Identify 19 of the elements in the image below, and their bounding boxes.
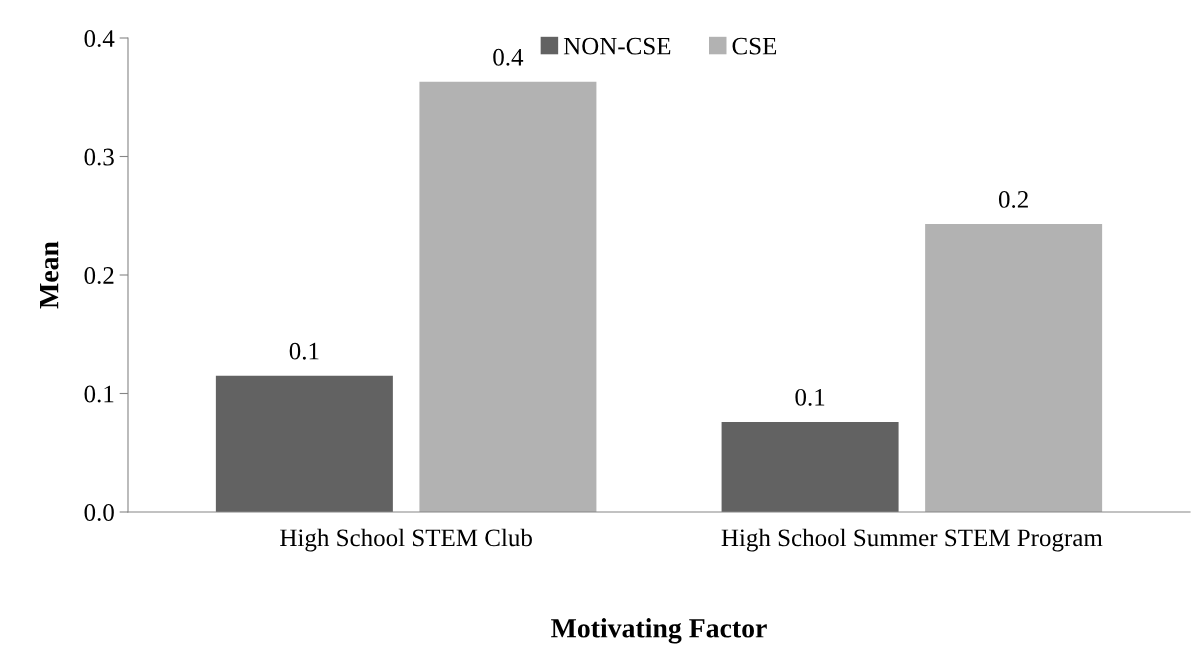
- y-tick-label: 0.0: [84, 504, 114, 522]
- legend-label: CSE: [732, 37, 777, 55]
- y-tick-label: 0.1: [84, 385, 114, 403]
- x-tick-label: High School Summer STEM Program: [721, 528, 1103, 552]
- data-label: 0.1: [795, 388, 825, 406]
- y-axis-title: Mean: [40, 241, 59, 309]
- bar: [721, 421, 899, 512]
- y-tick-label: 0.4: [84, 30, 115, 48]
- data-label: 0.2: [998, 190, 1028, 208]
- bar: [925, 224, 1103, 512]
- legend-label: NON-CSE: [563, 37, 671, 55]
- data-label: 0.4: [493, 48, 524, 66]
- y-tick-label: 0.3: [84, 148, 114, 166]
- bar: [215, 375, 393, 512]
- y-tick-label: 0.2: [84, 267, 114, 285]
- x-tick-label: High School STEM Club: [280, 528, 532, 552]
- data-label: 0.1: [289, 342, 319, 360]
- bar: [419, 81, 597, 512]
- x-axis-title: Motivating Factor: [551, 618, 767, 644]
